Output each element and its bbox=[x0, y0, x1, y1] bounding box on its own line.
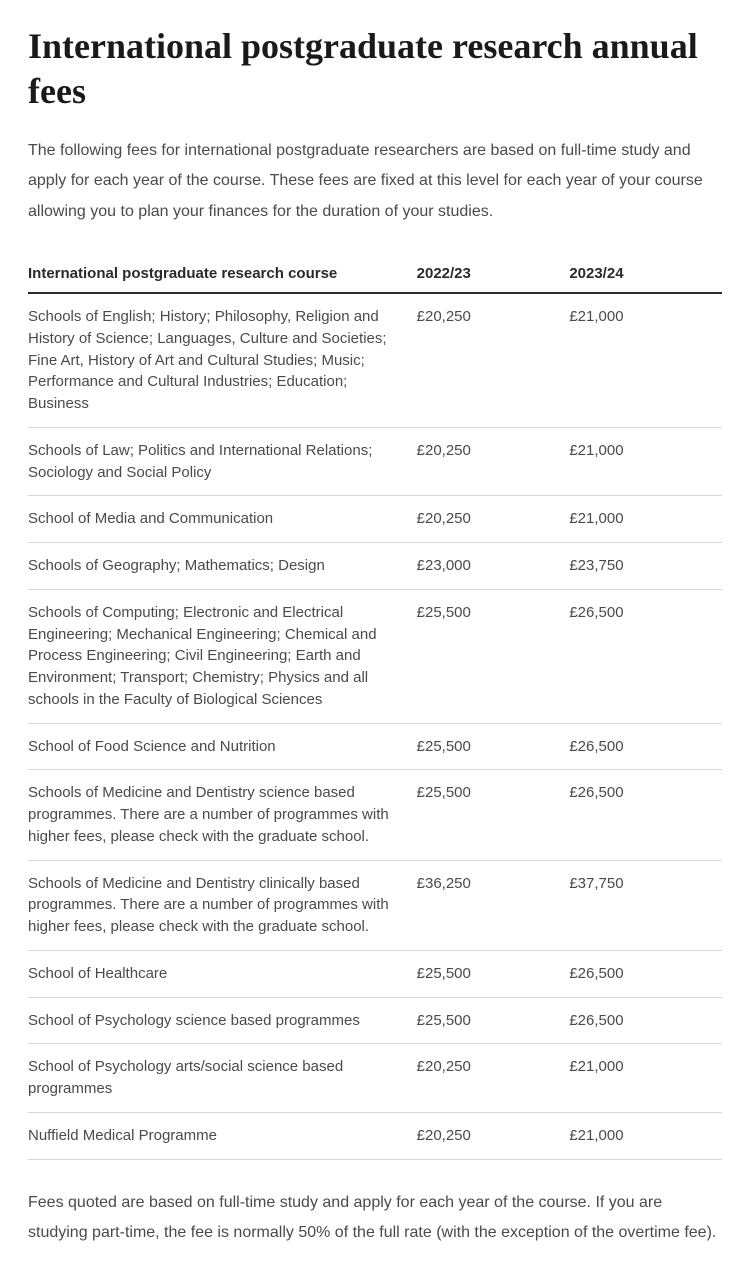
cell-course: School of Food Science and Nutrition bbox=[28, 723, 417, 770]
table-row: Nuffield Medical Programme£20,250£21,000 bbox=[28, 1112, 722, 1159]
cell-year2: £26,500 bbox=[569, 950, 722, 997]
cell-course: Schools of English; History; Philosophy,… bbox=[28, 293, 417, 427]
cell-year1: £23,000 bbox=[417, 543, 570, 590]
table-row: School of Psychology science based progr… bbox=[28, 997, 722, 1044]
cell-course: Nuffield Medical Programme bbox=[28, 1112, 417, 1159]
table-row: School of Food Science and Nutrition£25,… bbox=[28, 723, 722, 770]
cell-course: School of Healthcare bbox=[28, 950, 417, 997]
cell-course: Schools of Medicine and Dentistry clinic… bbox=[28, 860, 417, 950]
cell-year1: £25,500 bbox=[417, 770, 570, 860]
cell-course: Schools of Geography; Mathematics; Desig… bbox=[28, 543, 417, 590]
cell-year2: £26,500 bbox=[569, 589, 722, 723]
table-row: Schools of English; History; Philosophy,… bbox=[28, 293, 722, 427]
cell-year1: £20,250 bbox=[417, 427, 570, 496]
outro-paragraph: Fees quoted are based on full-time study… bbox=[28, 1188, 722, 1249]
cell-course: School of Media and Communication bbox=[28, 496, 417, 543]
table-row: School of Media and Communication£20,250… bbox=[28, 496, 722, 543]
cell-year1: £20,250 bbox=[417, 496, 570, 543]
cell-year2: £21,000 bbox=[569, 293, 722, 427]
cell-year1: £25,500 bbox=[417, 589, 570, 723]
cell-course: School of Psychology science based progr… bbox=[28, 997, 417, 1044]
cell-year2: £21,000 bbox=[569, 1112, 722, 1159]
table-row: Schools of Law; Politics and Internation… bbox=[28, 427, 722, 496]
col-header-year2: 2023/24 bbox=[569, 255, 722, 293]
cell-year2: £26,500 bbox=[569, 997, 722, 1044]
page-title: International postgraduate research annu… bbox=[28, 24, 722, 114]
cell-year1: £36,250 bbox=[417, 860, 570, 950]
col-header-year1: 2022/23 bbox=[417, 255, 570, 293]
cell-year1: £25,500 bbox=[417, 997, 570, 1044]
cell-year1: £25,500 bbox=[417, 723, 570, 770]
table-row: School of Healthcare£25,500£26,500 bbox=[28, 950, 722, 997]
table-row: Schools of Computing; Electronic and Ele… bbox=[28, 589, 722, 723]
cell-year2: £21,000 bbox=[569, 1044, 722, 1113]
cell-year1: £25,500 bbox=[417, 950, 570, 997]
cell-course: Schools of Law; Politics and Internation… bbox=[28, 427, 417, 496]
cell-year2: £37,750 bbox=[569, 860, 722, 950]
cell-course: School of Psychology arts/social science… bbox=[28, 1044, 417, 1113]
cell-course: Schools of Computing; Electronic and Ele… bbox=[28, 589, 417, 723]
cell-year2: £21,000 bbox=[569, 496, 722, 543]
table-row: Schools of Medicine and Dentistry scienc… bbox=[28, 770, 722, 860]
intro-paragraph: The following fees for international pos… bbox=[28, 136, 722, 227]
fees-table: International postgraduate research cour… bbox=[28, 255, 722, 1160]
cell-year1: £20,250 bbox=[417, 1112, 570, 1159]
cell-year2: £23,750 bbox=[569, 543, 722, 590]
cell-year2: £26,500 bbox=[569, 723, 722, 770]
table-row: School of Psychology arts/social science… bbox=[28, 1044, 722, 1113]
cell-year2: £26,500 bbox=[569, 770, 722, 860]
table-row: Schools of Medicine and Dentistry clinic… bbox=[28, 860, 722, 950]
col-header-course: International postgraduate research cour… bbox=[28, 255, 417, 293]
cell-year2: £21,000 bbox=[569, 427, 722, 496]
cell-year1: £20,250 bbox=[417, 293, 570, 427]
cell-course: Schools of Medicine and Dentistry scienc… bbox=[28, 770, 417, 860]
table-header-row: International postgraduate research cour… bbox=[28, 255, 722, 293]
cell-year1: £20,250 bbox=[417, 1044, 570, 1113]
table-row: Schools of Geography; Mathematics; Desig… bbox=[28, 543, 722, 590]
